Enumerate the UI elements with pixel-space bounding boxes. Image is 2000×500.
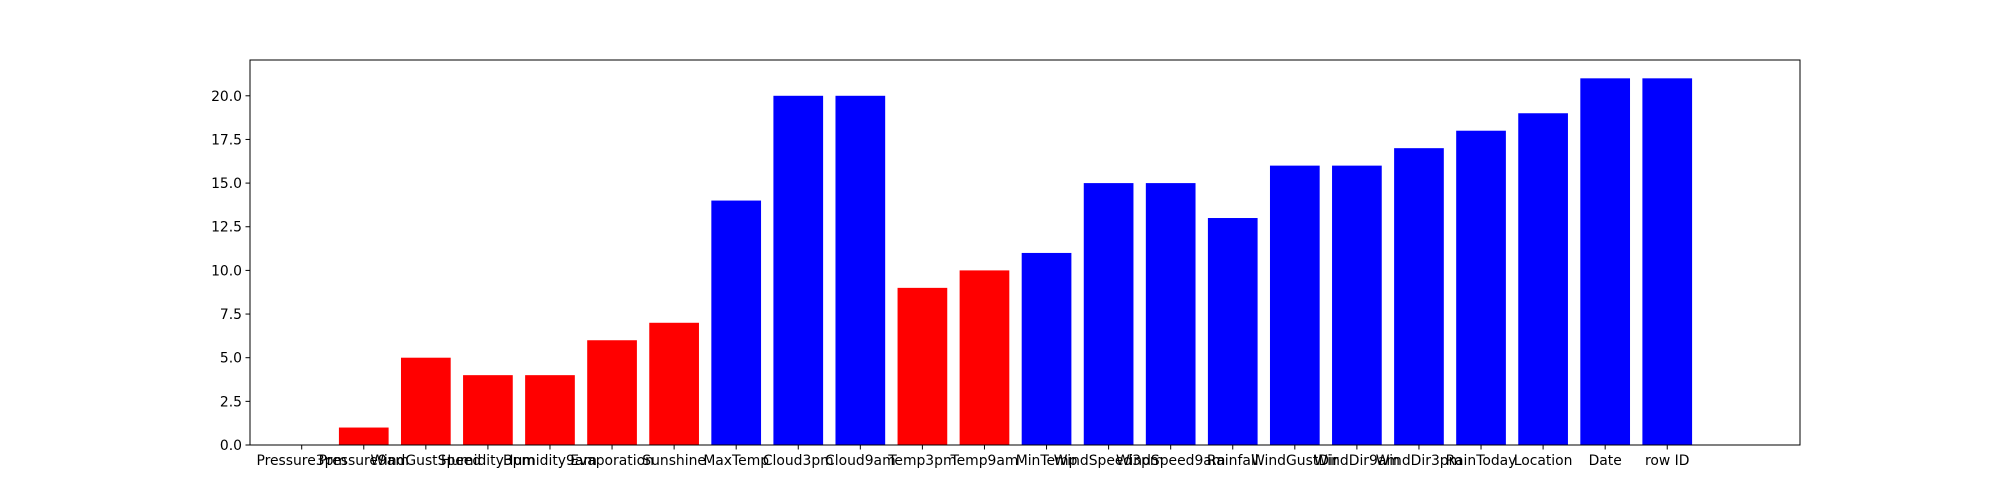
x-tick-label: Date — [1589, 453, 1622, 469]
bar-temp9am — [959, 270, 1010, 445]
bar-location — [1518, 113, 1568, 445]
x-tick-label: Location — [1514, 453, 1573, 469]
x-tick-label: MaxTemp — [703, 453, 769, 469]
bars-group — [338, 78, 1693, 446]
x-tick-label: RainToday — [1446, 453, 1517, 469]
bar-windgustdir — [1269, 165, 1320, 445]
x-axis: Pressure3pmPressure9amWindGustSpeedHumid… — [256, 445, 1689, 469]
plot-frame — [249, 59, 1801, 446]
y-tick-label: 20.0 — [211, 89, 242, 105]
bar-cloud3pm — [773, 95, 824, 445]
x-tick-label: MinTemp — [1016, 453, 1078, 469]
x-tick-label: Evaporation — [570, 453, 654, 469]
x-tick-label: WindDir3pm — [1376, 453, 1462, 469]
bar-rainfall — [1207, 218, 1258, 445]
bar-maxtemp — [711, 200, 762, 445]
bar-humidity3pm — [463, 375, 513, 445]
x-tick-label: Sunshine — [642, 453, 706, 469]
x-tick-label: Rainfall — [1207, 453, 1259, 469]
y-tick-label: 7.5 — [220, 307, 242, 323]
bar-raintoday — [1456, 130, 1506, 445]
y-tick-label: 17.5 — [211, 132, 242, 148]
y-tick-label: 0.0 — [220, 438, 242, 454]
y-tick-label: 5.0 — [220, 351, 242, 367]
bar-evaporation — [587, 340, 637, 445]
y-axis: 0.0 2.5 5.0 7.5 10.0 12.5 15.0 17.5 20.0 — [211, 89, 250, 454]
bar-winddir3pm — [1394, 148, 1444, 446]
bar-temp3pm — [897, 287, 948, 445]
bar-windspeed9am — [1145, 183, 1196, 445]
bar-row-id — [1642, 78, 1693, 445]
bar-date — [1580, 78, 1631, 445]
x-tick-label: Pressure3pm — [256, 453, 347, 469]
bar-cloud9am — [835, 95, 886, 445]
bar-winddir9am — [1332, 165, 1382, 445]
x-tick-label: WindGustDir — [1251, 453, 1339, 469]
bar-windspeed3pm — [1083, 183, 1134, 445]
y-tick-label: 2.5 — [220, 394, 242, 410]
x-tick-label: WindSpeed3pm — [1054, 453, 1164, 469]
x-tick-label: Humidity3pm — [441, 453, 535, 469]
x-tick-label: Cloud9am — [825, 453, 896, 469]
x-tick-label: Temp3pm — [887, 453, 956, 469]
x-tick-label: Pressure9am — [319, 453, 409, 469]
bar-humidity9am — [525, 375, 575, 445]
x-tick-label: row ID — [1645, 453, 1689, 469]
x-tick-label: Temp9am — [950, 453, 1019, 469]
x-tick-label: Cloud3pm — [763, 453, 834, 469]
x-tick-label: Humidity9am — [503, 453, 597, 469]
y-tick-label: 10.0 — [211, 263, 242, 279]
x-tick-label: WindSpeed9am — [1116, 453, 1225, 469]
y-tick-label: 15.0 — [211, 176, 242, 192]
bar-windgustspeed — [400, 357, 451, 445]
bar-pressure9am — [338, 427, 389, 445]
x-tick-label: WindGustSpeed — [370, 453, 481, 469]
bar-mintemp — [1021, 252, 1072, 445]
x-tick-label: WindDir9am — [1314, 453, 1400, 469]
y-tick-label: 12.5 — [211, 220, 242, 236]
bar-sunshine — [649, 322, 699, 445]
